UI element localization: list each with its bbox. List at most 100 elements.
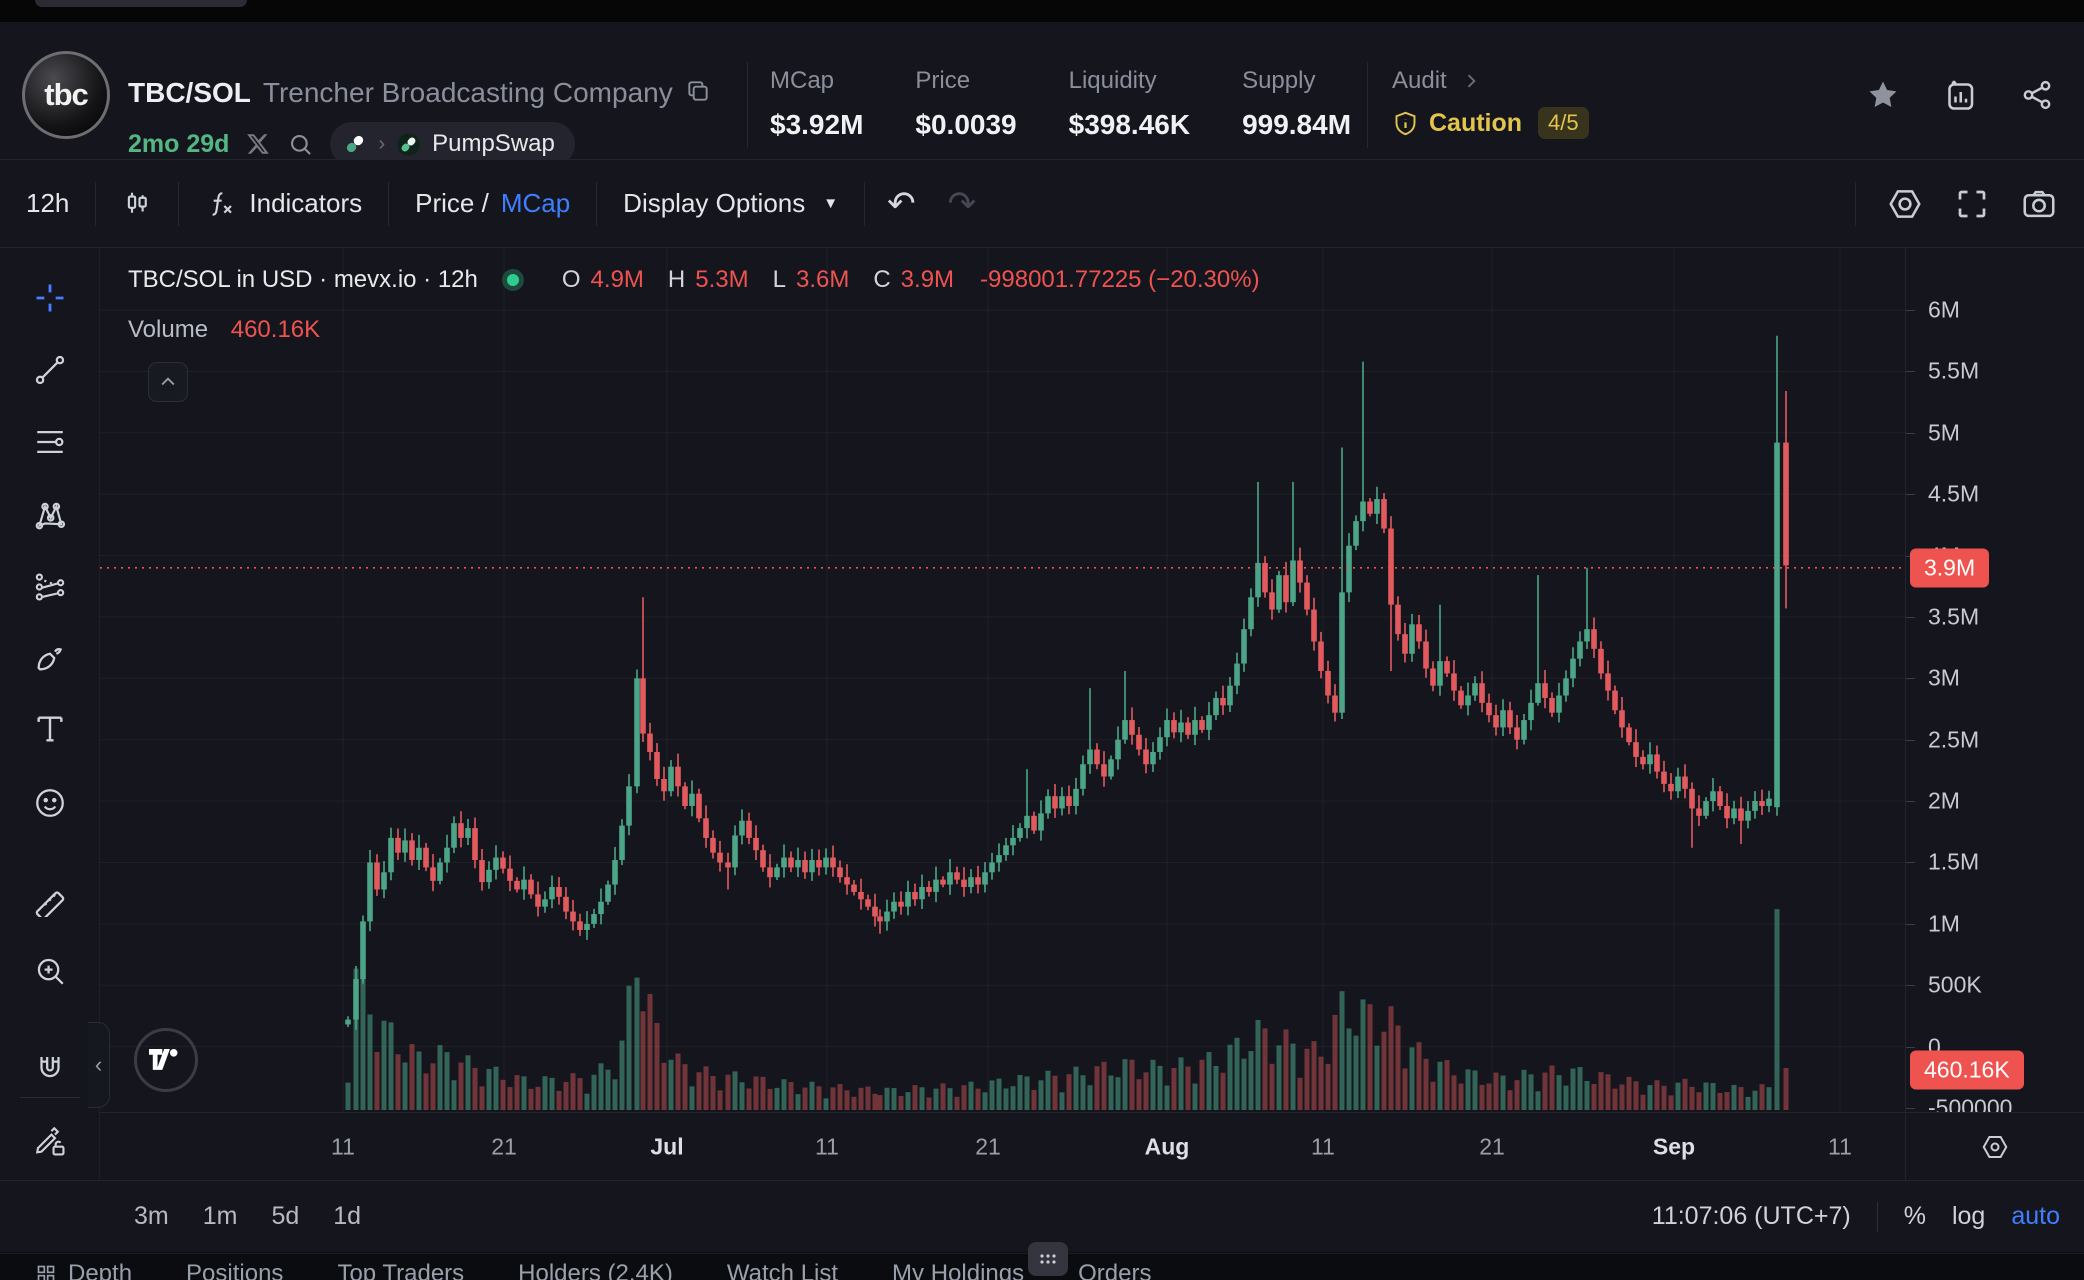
drawing-toolbar: [0, 248, 100, 1267]
high-label: H: [667, 266, 686, 293]
candle-style-button[interactable]: [96, 176, 178, 232]
tab-grid-icon: [37, 1265, 55, 1280]
toolbar-right-actions: [1855, 181, 2084, 226]
drawing-lock-tool[interactable]: [22, 1113, 78, 1169]
undo-button[interactable]: ↶: [887, 184, 916, 223]
price-mcap-toggle[interactable]: Price / MCap: [415, 188, 571, 218]
search-icon[interactable]: [287, 131, 314, 158]
indicators-button[interactable]: Indicators: [179, 176, 388, 232]
low-label: L: [772, 266, 786, 293]
tradingview-logo-glyph: [149, 1049, 178, 1070]
bottom-tab-label: Watch List: [726, 1260, 839, 1280]
crosshair-tool[interactable]: [22, 270, 78, 326]
bottom-tab-watch-list[interactable]: Watch List: [727, 1260, 838, 1280]
price-axis-label: 5.5M: [1928, 357, 1980, 384]
trend-line-tool-icon: [35, 355, 65, 385]
toolbar-separator: [388, 181, 390, 226]
axis-settings-corner[interactable]: [1905, 1112, 2084, 1180]
percent-scale-button[interactable]: %: [1903, 1202, 1926, 1230]
text-tool[interactable]: [22, 701, 78, 757]
magnet-tool[interactable]: [22, 1041, 78, 1097]
time-axis[interactable]: 11 21 Jul 11 21 Aug 11 21 Sep 11: [100, 1112, 1905, 1180]
share-icon[interactable]: [2020, 78, 2054, 112]
range-button-1d[interactable]: 1d: [333, 1202, 362, 1230]
time-axis-label: 11: [815, 1133, 839, 1159]
fullscreen-icon[interactable]: [1954, 186, 1990, 222]
dex-route-badge[interactable]: › PumpSwap: [330, 122, 575, 166]
bottom-tab-top-traders[interactable]: Top Traders: [337, 1260, 464, 1280]
ruler-tool[interactable]: [22, 872, 78, 928]
crosshair-tool-icon: [36, 284, 64, 312]
axis-settings-icon: [1982, 1135, 2008, 1158]
price-axis-label: 5M: [1928, 419, 1960, 446]
copy-icon[interactable]: [685, 78, 711, 104]
price-tick: [1906, 1046, 1915, 1048]
bottom-tab-positions[interactable]: Positions: [186, 1260, 283, 1280]
text-tool-icon: [37, 716, 63, 742]
zoom-in-tool[interactable]: [22, 943, 78, 999]
range-button-1m[interactable]: 1m: [202, 1202, 238, 1230]
bottom-tab-my-holdings[interactable]: My Holdings: [892, 1260, 1024, 1280]
low-value: 3.6M: [795, 266, 850, 293]
dex-name: PumpSwap: [432, 130, 555, 157]
stat-supply: Supply 999.84M: [1242, 67, 1351, 141]
toolbar-separator: [864, 181, 866, 226]
bottom-tab-label: Holders (2.4K): [518, 1260, 673, 1280]
clock[interactable]: 11:07:06 (UTC+7): [1651, 1202, 1851, 1230]
legend-collapse-button[interactable]: [148, 362, 188, 402]
xabcd-pattern-tool[interactable]: [22, 487, 78, 543]
stat-value: $398.46K: [1068, 109, 1191, 140]
volume-value: 460.16K: [230, 316, 321, 343]
fx-icon: [212, 191, 233, 216]
close-value: 3.9M: [900, 266, 955, 293]
horizontal-lines-tool[interactable]: [22, 414, 78, 470]
tradingview-logo[interactable]: [134, 1028, 198, 1092]
range-button-3m[interactable]: 3m: [134, 1202, 169, 1230]
open-value: 4.9M: [590, 266, 644, 293]
browser-tab-remnant: [35, 0, 247, 7]
x-twitter-icon[interactable]: [245, 131, 271, 157]
price-axis-label: 3M: [1928, 664, 1960, 691]
chart-canvas[interactable]: [100, 248, 1905, 1112]
stat-liquidity: Liquidity $398.46K: [1069, 67, 1190, 141]
auto-scale-button[interactable]: auto: [2011, 1202, 2060, 1230]
forecast-tool[interactable]: [22, 559, 78, 615]
compare-chart-icon[interactable]: [1942, 77, 1978, 113]
stat-label: MCap: [770, 67, 835, 94]
price-axis-label: 2M: [1928, 787, 1960, 814]
audit-block[interactable]: Audit Caution 4/5: [1392, 67, 1589, 139]
emoji-tool[interactable]: [22, 775, 78, 831]
close-label: C: [873, 266, 891, 293]
interval-button[interactable]: 12h: [26, 188, 70, 218]
display-options-button[interactable]: Display Options ▼: [623, 188, 839, 218]
stat-value: $3.92M: [770, 109, 864, 140]
chart-toolbar: 12h Indicators Price / MCap Display Optio…: [0, 160, 2084, 248]
panel-drag-handle[interactable]: [1028, 1242, 1068, 1276]
price-tick: [1906, 801, 1915, 803]
chevron-right-icon: [1467, 74, 1476, 88]
high-value: 5.3M: [695, 266, 749, 293]
time-axis-label: 21: [975, 1133, 1001, 1159]
favorite-star-icon[interactable]: [1866, 78, 1900, 112]
bottom-bar-separator: [1876, 1201, 1878, 1232]
trend-line-tool[interactable]: [22, 342, 78, 398]
price-axis[interactable]: 6M5.5M5M4.5M4M3.5M3M2.5M2M1.5M1M500K0-50…: [1905, 248, 2084, 1121]
log-scale-button[interactable]: log: [1951, 1202, 1986, 1230]
bottom-tab-depth[interactable]: Depth: [36, 1260, 132, 1280]
zoom-in-tool-icon: [37, 958, 64, 985]
chart-settings-icon[interactable]: [1886, 185, 1924, 223]
sidebar-collapse-handle[interactable]: ‹: [88, 1022, 110, 1108]
time-axis-label: Jul: [650, 1133, 684, 1159]
screenshot-camera-icon[interactable]: [2020, 185, 2058, 223]
bottom-tab-holders-2-4k-[interactable]: Holders (2.4K): [518, 1260, 673, 1280]
brush-tool-icon: [37, 648, 63, 671]
brush-tool[interactable]: [22, 630, 78, 686]
time-axis-label: Aug: [1144, 1133, 1190, 1159]
stats-row: MCap $3.92M Price $0.0039 Liquidity $398.4…: [770, 67, 1351, 141]
range-button-5d[interactable]: 5d: [271, 1202, 300, 1230]
candlestick-chart: [100, 248, 1905, 1112]
price-tick: [1906, 739, 1915, 741]
open-label: O: [561, 266, 581, 293]
bottom-tab-orders[interactable]: Orders: [1078, 1260, 1151, 1280]
bottom-tab-label: My Holdings: [892, 1260, 1025, 1280]
